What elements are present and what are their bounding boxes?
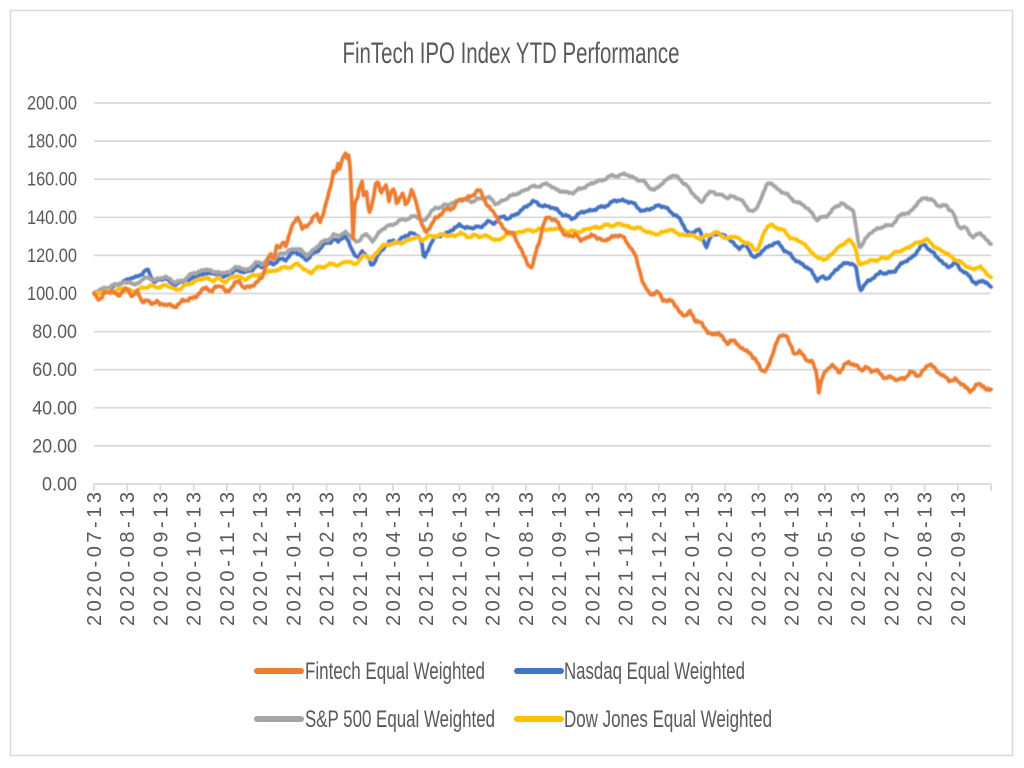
svg-text:100.00: 100.00	[27, 284, 77, 305]
svg-text:S&P 500 Equal Weighted: S&P 500 Equal Weighted	[305, 706, 495, 733]
svg-text:200.00: 200.00	[27, 94, 77, 115]
svg-text:140.00: 140.00	[27, 208, 77, 229]
svg-text:Dow Jones Equal Weighted: Dow Jones Equal Weighted	[564, 706, 772, 733]
svg-text:0.00: 0.00	[42, 475, 77, 496]
svg-text:Nasdaq Equal Weighted: Nasdaq Equal Weighted	[564, 658, 745, 685]
svg-text:160.00: 160.00	[27, 170, 77, 191]
svg-text:20.00: 20.00	[32, 436, 77, 457]
svg-text:120.00: 120.00	[27, 246, 77, 267]
svg-text:80.00: 80.00	[32, 322, 77, 343]
svg-text:60.00: 60.00	[32, 360, 77, 381]
svg-text:FinTech IPO Index YTD Performa: FinTech IPO Index YTD Performance	[343, 37, 680, 70]
svg-text:Fintech Equal Weighted: Fintech Equal Weighted	[305, 658, 485, 685]
svg-text:180.00: 180.00	[27, 132, 77, 153]
svg-text:40.00: 40.00	[32, 398, 77, 419]
